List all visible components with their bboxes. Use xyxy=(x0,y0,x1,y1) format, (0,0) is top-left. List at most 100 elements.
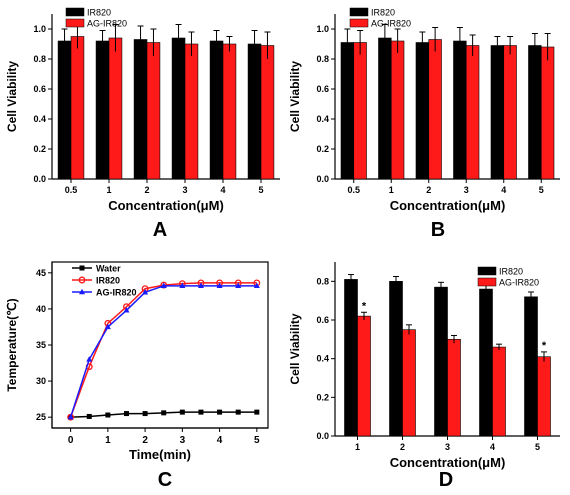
panel-c-point xyxy=(235,409,241,415)
panel-a-bar-ag-ir820 xyxy=(184,43,199,180)
panel-a-letter: A xyxy=(153,219,167,241)
panel-c-point xyxy=(179,409,185,415)
panel-d-legend-swatch xyxy=(477,266,497,276)
panel-c-point xyxy=(197,282,204,289)
panel-c-y-tick-label: 45 xyxy=(36,268,46,278)
panel-c-point xyxy=(235,282,242,289)
panel-a-x-label: Concentration(μM) xyxy=(108,198,224,213)
panel-c-point xyxy=(123,307,130,313)
panel-b-y-tick-label: 0.0 xyxy=(316,174,329,184)
panel-c-legend-marker xyxy=(79,265,85,271)
panel-c-point xyxy=(142,411,148,417)
panel-a-x-tick-label: 3 xyxy=(182,185,187,195)
panel-d-bar-ir820 xyxy=(434,286,448,437)
panel-a-y-label: Cell Viability xyxy=(5,61,19,132)
panel-a-y-tick-label: 0.8 xyxy=(33,54,46,64)
panel-b-x-tick-label: 5 xyxy=(539,185,544,195)
panel-a-y-tick-label: 0.0 xyxy=(33,174,46,184)
panel-b-y-tick-label: 0.2 xyxy=(316,144,329,154)
panel-b-y-tick-label: 0.4 xyxy=(316,114,329,124)
panel-a: Concentration(μM) Cell Viability 0.0 0.2 0.4… xyxy=(5,7,280,241)
panel-b-x-tick-label: 0.5 xyxy=(347,185,360,195)
panel-c-x-tick-label: 2 xyxy=(142,435,148,446)
panel-b-y-tick-label: 0.8 xyxy=(316,54,329,64)
panel-d-significance-mark: * xyxy=(362,300,367,312)
panel-b-bar-ag-ir820 xyxy=(540,46,555,180)
panel-c-x-label: Time(min) xyxy=(129,447,191,462)
panel-b-bar-ir820 xyxy=(378,37,392,180)
panel-c-point xyxy=(86,356,93,362)
panel-b-bar-ir820 xyxy=(528,45,542,180)
panel-c-legend-label: IR820 xyxy=(96,276,120,286)
panel-a-y-tick-label: 0.6 xyxy=(33,84,46,94)
panel-a-bar-ir820 xyxy=(95,40,110,180)
panel-c-legend-label: Water xyxy=(96,264,121,274)
panel-b-bar-ag-ir820 xyxy=(503,45,517,180)
panel-b-y-tick-label: 0.6 xyxy=(316,84,329,94)
panel-a-bar-ag-ir820 xyxy=(108,37,123,180)
panel-d-bar-ag-ir820 xyxy=(492,346,506,437)
panel-d-bar-ir820 xyxy=(524,296,538,437)
panel-a-bar-ir820 xyxy=(171,37,186,180)
panel-b-bar-ir820 xyxy=(453,40,467,180)
panel-c-line-ir820 xyxy=(69,282,257,418)
panel-c-legend-label: AG-IR820 xyxy=(96,288,137,298)
panel-d-x-tick-label: 5 xyxy=(535,442,540,452)
panel-d-bar-ag-ir820 xyxy=(447,339,461,437)
panel-b-bar-ag-ir820 xyxy=(465,45,480,180)
panel-c-point xyxy=(161,410,167,416)
panel-c-point xyxy=(216,282,223,289)
panel-d-y-tick-label: 0.2 xyxy=(316,392,329,402)
panel-c-point xyxy=(198,409,204,415)
panel-d: Concentration(μM) Cell Viability 0.0 0.2 0.4… xyxy=(288,262,560,491)
panel-d-legend-swatch xyxy=(477,277,497,287)
panel-d-x-tick-label: 3 xyxy=(445,442,450,452)
panel-b-legend-swatch xyxy=(349,7,369,17)
panel-a-bar-ir820 xyxy=(247,43,262,180)
panel-b-x-tick-label: 4 xyxy=(501,185,506,195)
panel-a-x-tick-label: 4 xyxy=(220,185,225,195)
panel-b-x-label: Concentration(μM) xyxy=(390,198,506,213)
panel-d-significance-mark: * xyxy=(542,340,547,352)
panel-c-point xyxy=(67,413,74,420)
panel-a-x-tick-label: 0.5 xyxy=(65,185,78,195)
panel-c-y-tick-label: 35 xyxy=(36,340,46,350)
panel-a-bar-ir820 xyxy=(57,40,72,180)
panel-c-point xyxy=(86,413,92,419)
panel-b-bar-ir820 xyxy=(340,42,355,180)
panel-d-legend-label: AG-IR820 xyxy=(499,278,539,288)
panel-d-bar-ir820 xyxy=(479,288,493,437)
panel-b-legend-swatch xyxy=(349,18,369,28)
panel-c-x-tick-label: 3 xyxy=(180,435,186,446)
panel-b-legend-label: IR820 xyxy=(371,8,395,18)
panel-a-y-tick-label: 1.0 xyxy=(33,24,46,34)
panel-a-legend-label: AG-IR820 xyxy=(87,19,127,29)
panel-c-x-tick-label: 5 xyxy=(254,435,260,446)
panel-d-bar-ag-ir820 xyxy=(537,356,551,437)
panel-c-line-ag-ir820 xyxy=(69,285,257,418)
panel-a-x-tick-label: 5 xyxy=(258,185,263,195)
panel-c-x-tick-label: 0 xyxy=(68,435,74,446)
panel-c-point xyxy=(123,411,129,417)
panel-d-bar-ir820 xyxy=(389,281,403,437)
panel-a-bar-ag-ir820 xyxy=(70,36,85,180)
panel-a-x-tick-label: 2 xyxy=(144,185,149,195)
panel-b-x-tick-label: 1 xyxy=(389,185,394,195)
panel-c-y-tick-label: 30 xyxy=(36,376,46,386)
panel-d-y-tick-label: 0.8 xyxy=(316,276,329,286)
panel-c-point xyxy=(254,409,260,415)
panel-d-y-tick-label: 0.4 xyxy=(316,354,329,364)
panel-a-legend-swatch xyxy=(65,7,85,17)
panel-b-x-tick-label: 3 xyxy=(464,185,469,195)
panel-c-y-tick-label: 25 xyxy=(36,412,46,422)
panel-c-point xyxy=(105,412,111,418)
panel-c-point xyxy=(104,323,111,330)
panel-c-legend-marker xyxy=(78,276,86,284)
panel-d-y-tick-label: 0.0 xyxy=(316,431,329,441)
panel-d-bar-ag-ir820 xyxy=(402,329,416,437)
panel-d-x-tick-label: 4 xyxy=(490,442,495,452)
panel-d-bar-ir820 xyxy=(344,279,358,437)
panel-d-y-label: Cell Viability xyxy=(288,313,302,384)
